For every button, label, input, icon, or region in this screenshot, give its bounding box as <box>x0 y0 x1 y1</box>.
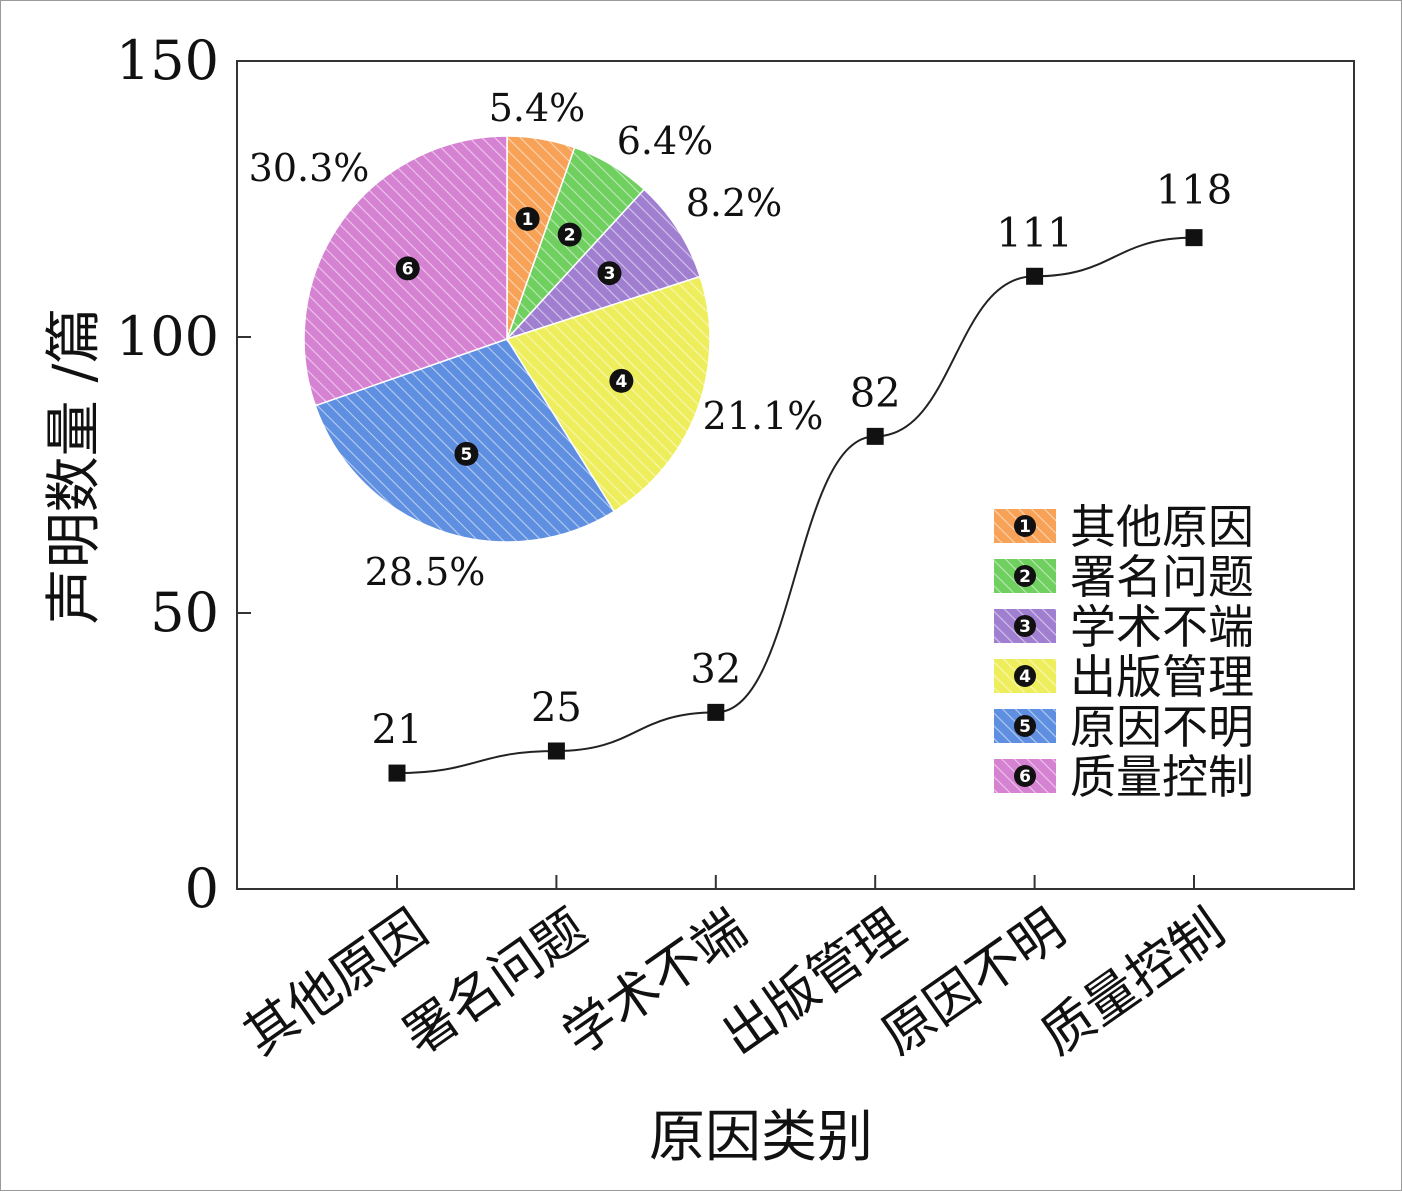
data-point-marker <box>547 742 565 760</box>
y-tick-label: 150 <box>116 29 219 92</box>
legend-number-badge <box>1014 665 1036 687</box>
pie-slice-number-badge <box>609 368 634 393</box>
pie-slice-number: 6 <box>402 259 414 279</box>
pie-slice <box>505 275 711 513</box>
x-tick-label: 质量控制 <box>1031 898 1236 1066</box>
y-tick-label: 0 <box>185 857 219 920</box>
y-tick-label: 50 <box>150 581 219 644</box>
data-point-marker <box>388 764 406 782</box>
x-tick-label: 署名问题 <box>393 898 598 1066</box>
legend: 1 其他原因 2 署名问题 3 学术不端 4 出版管理 5 原因不明 6 质量控制 <box>994 500 1254 804</box>
pie-slice-number: 4 <box>615 372 627 392</box>
pie-percent-label: 30.3% <box>249 146 370 190</box>
legend-number: 4 <box>1019 667 1031 687</box>
x-tick-label: 出版管理 <box>712 898 917 1066</box>
data-label: 82 <box>850 370 901 416</box>
pie-slice-number-badge <box>515 206 540 231</box>
x-tick-label: 原因不明 <box>871 898 1076 1066</box>
pie-slice-number: 5 <box>461 445 473 465</box>
legend-label: 出版管理 <box>1070 650 1254 704</box>
pie-slice-number: 2 <box>564 226 576 246</box>
pie-slice <box>314 338 616 543</box>
y-tick-label: 100 <box>116 305 219 368</box>
pie-slice-number-badge <box>597 261 622 286</box>
data-label: 111 <box>996 210 1072 256</box>
pie-slice-number: 3 <box>604 264 616 284</box>
legend-label: 质量控制 <box>1070 750 1254 804</box>
legend-label: 署名问题 <box>1070 550 1254 604</box>
legend-number-badge <box>1014 515 1036 537</box>
data-point-marker <box>866 427 884 445</box>
legend-label: 学术不端 <box>1070 600 1254 654</box>
pie-percent-label: 8.2% <box>686 181 783 225</box>
legend-label: 其他原因 <box>1070 500 1254 554</box>
legend-number-badge <box>1014 715 1036 737</box>
x-tick-label: 其他原因 <box>234 898 439 1066</box>
legend-number-badge <box>1014 615 1036 637</box>
data-point-marker <box>707 703 725 721</box>
data-point-marker <box>1026 267 1044 285</box>
x-tick-label: 学术不端 <box>552 898 757 1066</box>
legend-number: 6 <box>1019 767 1031 787</box>
legend-number-badge <box>1014 565 1036 587</box>
data-point-marker <box>1185 229 1203 247</box>
data-label: 118 <box>1156 168 1232 214</box>
pie-percent-label: 21.1% <box>703 394 824 438</box>
pie-slice-number: 1 <box>522 210 534 230</box>
pie-slice-number-badge <box>395 256 420 281</box>
data-label: 21 <box>372 707 423 753</box>
pie-percent-label: 5.4% <box>489 86 586 130</box>
legend-number: 2 <box>1019 567 1031 587</box>
legend-number-badge <box>1014 765 1036 787</box>
pie-percent-label: 28.5% <box>365 550 486 594</box>
legend-number: 5 <box>1019 717 1031 737</box>
x-axis-title: 原因类别 <box>649 1105 873 1170</box>
legend-number: 3 <box>1019 617 1031 637</box>
plot-border <box>236 60 1355 890</box>
pie-slice-number-badge <box>557 222 582 247</box>
y-axis-title: 声明数量 /篇 <box>42 308 107 625</box>
data-label: 25 <box>531 685 582 731</box>
data-label: 32 <box>690 646 741 692</box>
legend-number: 1 <box>1019 517 1031 537</box>
pie-percent-label: 6.4% <box>617 119 714 163</box>
inset-pie-chart: 1 5.4% 2 6.4% 3 8.2% 4 21.1% 5 28.5% 6 30.3% <box>249 86 824 594</box>
legend-label: 原因不明 <box>1070 700 1254 754</box>
pie-slice-number-badge <box>454 441 479 466</box>
